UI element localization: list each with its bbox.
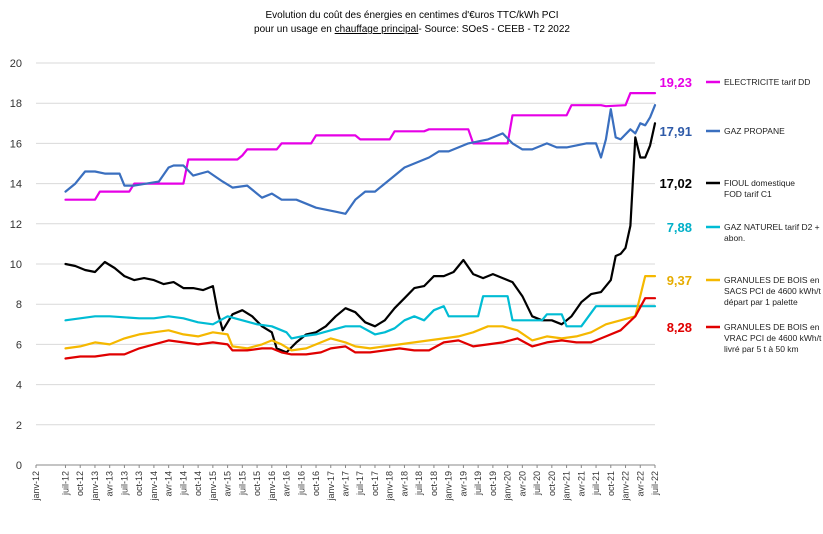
series-line-4 (64, 275, 657, 352)
x-tick-label: janv-20 (503, 471, 513, 502)
legend-value-3: 7,88 (667, 220, 692, 235)
x-tick-label: avr-19 (458, 471, 468, 497)
x-tick-label: avr-13 (105, 471, 115, 497)
x-tick-label: avr-17 (341, 471, 351, 497)
legend-value-0: 19,23 (659, 75, 692, 90)
chart-subtitle-after: - Source: SOeS - CEEB - T2 2022 (418, 24, 570, 35)
x-tick-label: janv-15 (208, 471, 218, 502)
series-line-1 (64, 104, 657, 215)
y-tick-label: 6 (16, 339, 22, 351)
x-tick-label: janv-16 (267, 471, 277, 502)
x-tick-label: janv-12 (31, 471, 41, 502)
x-tick-label: avr-18 (399, 471, 409, 497)
x-tick-label: avr-21 (576, 471, 586, 497)
x-tick-label: oct-20 (547, 471, 557, 496)
x-tick-label: janv-17 (326, 471, 336, 502)
legend-label-3-0: GAZ NATUREL tarif D2 + (724, 222, 820, 232)
x-tick-label: juil-13 (119, 471, 129, 496)
x-tick-label: janv-13 (90, 471, 100, 502)
legend-value-1: 17,91 (659, 124, 692, 139)
y-tick-label: 0 (16, 460, 22, 472)
legend-label-4-1: SACS PCI de 4600 kWh/t (724, 286, 821, 296)
x-tick-label: oct-12 (75, 471, 85, 496)
y-tick-label: 14 (10, 179, 22, 191)
x-tick-label: oct-17 (370, 471, 380, 496)
x-tick-label: avr-20 (517, 471, 527, 497)
x-tick-label: juil-20 (532, 471, 542, 496)
legend: 19,23 ELECTRICITE tarif DD 17,91 GAZ PROPAN… (659, 75, 822, 354)
x-tick-label: avr-14 (164, 471, 174, 497)
x-tick-label: avr-22 (635, 471, 645, 497)
x-tick-label: juil-12 (60, 471, 70, 496)
series-line-2 (64, 122, 657, 354)
y-axis: 0 2 4 6 8 10 12 14 16 18 20 (10, 58, 22, 472)
series-line-3 (64, 295, 657, 340)
x-tick-label: juil-17 (355, 471, 365, 496)
x-tick-label: juil-18 (414, 471, 424, 496)
x-tick-label: janv-22 (621, 471, 631, 502)
grid-lines (36, 62, 655, 466)
x-tick-label: oct-13 (134, 471, 144, 496)
y-tick-label: 20 (10, 58, 22, 70)
legend-value-5: 8,28 (667, 320, 692, 335)
legend-label-2-1: FOD tarif C1 (724, 189, 772, 199)
x-tick-label: janv-14 (149, 471, 159, 502)
x-tick-label: oct-19 (488, 471, 498, 496)
x-tick-label: avr-15 (223, 471, 233, 497)
series-lines (64, 92, 657, 360)
legend-label-3-1: abon. (724, 233, 745, 243)
legend-label-5-0: GRANULES DE BOIS en (724, 322, 820, 332)
x-tick-label: janv-18 (385, 471, 395, 502)
x-tick-label: oct-18 (429, 471, 439, 496)
legend-label-1-0: GAZ PROPANE (724, 126, 785, 136)
chart-subtitle: pour un usage en chauffage principal- So… (254, 24, 570, 35)
chart-title: Evolution du coût des énergies en centim… (266, 10, 559, 21)
series-line-5 (64, 297, 657, 360)
x-tick-label: juil-19 (473, 471, 483, 496)
x-tick-label: oct-21 (606, 471, 616, 496)
legend-value-4: 9,37 (667, 273, 692, 288)
x-tick-label: oct-16 (311, 471, 321, 496)
series-line-0 (64, 92, 657, 201)
legend-label-4-0: GRANULES DE BOIS en (724, 275, 820, 285)
y-tick-label: 4 (16, 380, 22, 392)
legend-label-0-0: ELECTRICITE tarif DD (724, 77, 810, 87)
y-tick-label: 12 (10, 219, 22, 231)
x-tick-label: juil-21 (591, 471, 601, 496)
y-tick-label: 16 (10, 138, 22, 150)
legend-label-5-1: VRAC PCI de 4600 kWh/t (724, 333, 822, 343)
legend-label-2-0: FIOUL domestique (724, 178, 795, 188)
x-axis: janv-12 juil-12 oct-12 janv-13 avr-13 juil-13… (31, 465, 660, 502)
x-tick-label: juil-22 (650, 471, 660, 496)
chart-subtitle-underlined: chauffage principal (335, 24, 419, 35)
x-tick-label: oct-15 (252, 471, 262, 496)
x-tick-label: avr-16 (282, 471, 292, 497)
y-tick-label: 8 (16, 299, 22, 311)
x-tick-label: oct-14 (193, 471, 203, 496)
x-tick-label: janv-19 (444, 471, 454, 502)
legend-label-4-2: départ par 1 palette (724, 297, 798, 307)
x-tick-label: juil-14 (178, 471, 188, 496)
legend-value-2: 17,02 (659, 176, 692, 191)
y-tick-label: 18 (10, 98, 22, 110)
x-tick-label: juil-16 (296, 471, 306, 496)
y-tick-label: 10 (10, 259, 22, 271)
chart-subtitle-before: pour un usage en (254, 24, 335, 35)
y-tick-label: 2 (16, 420, 22, 432)
legend-label-5-2: livré par 5 t à 50 km (724, 344, 799, 354)
x-tick-label: janv-21 (562, 471, 572, 502)
x-tick-label: juil-15 (237, 471, 247, 496)
